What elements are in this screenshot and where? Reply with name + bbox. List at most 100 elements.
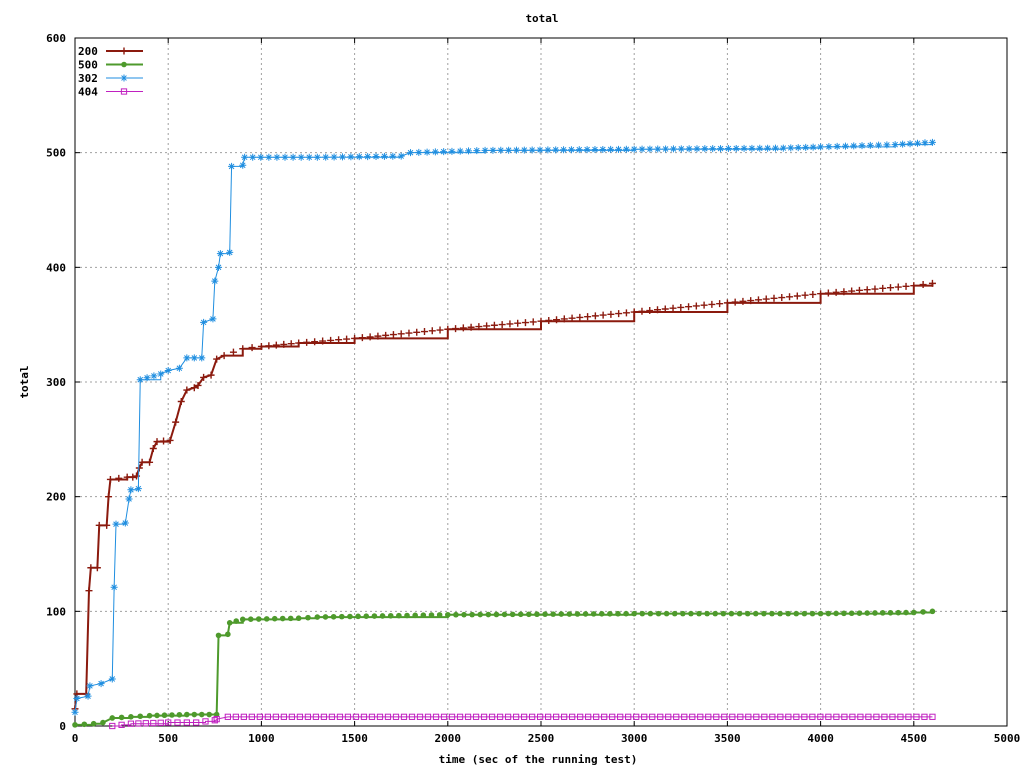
data-point-404 bbox=[536, 713, 544, 720]
data-point-302 bbox=[355, 153, 363, 161]
data-point-302 bbox=[150, 372, 158, 380]
data-point-500 bbox=[785, 610, 791, 617]
data-point-404 bbox=[825, 713, 832, 720]
data-point-302 bbox=[143, 374, 151, 382]
data-point-200 bbox=[871, 285, 879, 293]
data-point-500 bbox=[213, 711, 220, 718]
data-point-500 bbox=[330, 613, 337, 620]
data-point-200 bbox=[514, 319, 522, 327]
data-point-302 bbox=[685, 145, 693, 153]
data-point-302 bbox=[157, 370, 165, 378]
data-point-500 bbox=[728, 610, 735, 617]
data-point-500 bbox=[461, 611, 467, 618]
data-point-404 bbox=[512, 713, 520, 720]
legend-label-404: 404 bbox=[78, 86, 98, 99]
data-point-200 bbox=[207, 371, 215, 379]
data-point-302 bbox=[489, 146, 497, 154]
data-point-302 bbox=[226, 248, 234, 256]
data-point-200 bbox=[452, 325, 460, 333]
data-point-200 bbox=[576, 313, 584, 321]
data-point-500 bbox=[314, 614, 321, 620]
data-point-500 bbox=[279, 615, 286, 622]
data-point-404 bbox=[165, 719, 172, 726]
data-point-302 bbox=[465, 147, 473, 155]
data-point-404 bbox=[769, 713, 776, 720]
data-point-302 bbox=[891, 141, 899, 149]
data-point-404 bbox=[296, 713, 304, 720]
data-point-302 bbox=[567, 146, 575, 154]
data-point-302 bbox=[866, 141, 874, 149]
data-point-500 bbox=[379, 613, 386, 619]
data-point-404 bbox=[280, 713, 288, 720]
data-point-302 bbox=[875, 141, 883, 149]
data-point-302 bbox=[86, 682, 94, 690]
data-point-302 bbox=[183, 354, 191, 362]
x-tick-label: 1500 bbox=[341, 732, 368, 745]
legend-marker-500 bbox=[121, 61, 127, 68]
data-point-404 bbox=[368, 713, 376, 720]
data-point-404 bbox=[408, 713, 416, 720]
data-point-404 bbox=[569, 713, 576, 720]
data-point-200 bbox=[257, 342, 265, 350]
data-point-200 bbox=[93, 564, 101, 572]
x-axis-label: time (sec of the running test) bbox=[439, 753, 638, 766]
data-point-302 bbox=[239, 161, 247, 169]
data-point-200 bbox=[778, 294, 786, 302]
x-tick-label: 3500 bbox=[714, 732, 741, 745]
data-point-404 bbox=[118, 721, 125, 728]
data-point-500 bbox=[295, 615, 302, 622]
data-point-200 bbox=[910, 282, 918, 290]
data-point-302 bbox=[833, 142, 841, 150]
data-point-500 bbox=[864, 610, 870, 616]
data-point-200 bbox=[129, 473, 137, 481]
data-point-200 bbox=[374, 332, 382, 340]
data-point-200 bbox=[615, 310, 623, 318]
data-point-500 bbox=[169, 712, 175, 718]
data-point-404 bbox=[520, 713, 528, 720]
data-point-500 bbox=[887, 609, 894, 616]
data-point-200 bbox=[138, 458, 146, 466]
data-point-500 bbox=[109, 715, 116, 721]
data-point-500 bbox=[623, 610, 629, 617]
data-point-200 bbox=[190, 384, 198, 392]
data-point-302 bbox=[693, 145, 701, 153]
data-point-500 bbox=[287, 615, 294, 622]
data-point-302 bbox=[273, 153, 281, 161]
data-point-404 bbox=[689, 713, 696, 720]
data-point-200 bbox=[848, 287, 856, 295]
data-point-404 bbox=[585, 713, 592, 720]
data-point-404 bbox=[737, 713, 744, 720]
data-point-302 bbox=[607, 145, 615, 153]
data-point-500 bbox=[128, 714, 134, 720]
data-point-302 bbox=[630, 145, 638, 153]
data-point-404 bbox=[665, 713, 672, 720]
data-point-404 bbox=[705, 713, 712, 720]
data-point-500 bbox=[355, 613, 361, 620]
data-point-200 bbox=[894, 283, 902, 291]
data-point-302 bbox=[841, 142, 849, 150]
data-point-302 bbox=[84, 692, 92, 700]
data-point-500 bbox=[322, 614, 329, 620]
data-point-302 bbox=[748, 144, 756, 152]
data-point-404 bbox=[142, 720, 149, 727]
data-point-200 bbox=[421, 328, 428, 336]
data-point-500 bbox=[146, 712, 153, 719]
x-tick-label: 500 bbox=[158, 732, 178, 745]
data-point-404 bbox=[376, 713, 384, 720]
data-point-302 bbox=[505, 146, 513, 154]
data-point-302 bbox=[97, 680, 105, 688]
data-point-500 bbox=[371, 613, 378, 619]
data-point-404 bbox=[304, 713, 312, 720]
data-point-302 bbox=[575, 146, 583, 154]
data-point-200 bbox=[809, 290, 817, 298]
data-point-500 bbox=[841, 610, 847, 617]
data-point-200 bbox=[265, 342, 273, 350]
data-point-302 bbox=[322, 153, 330, 161]
data-point-404 bbox=[681, 713, 688, 720]
series-markers-404 bbox=[109, 713, 936, 730]
data-point-302 bbox=[431, 148, 439, 156]
data-point-302 bbox=[338, 153, 346, 161]
data-point-302 bbox=[787, 144, 795, 152]
data-point-302 bbox=[520, 146, 528, 154]
data-point-200 bbox=[723, 299, 731, 307]
